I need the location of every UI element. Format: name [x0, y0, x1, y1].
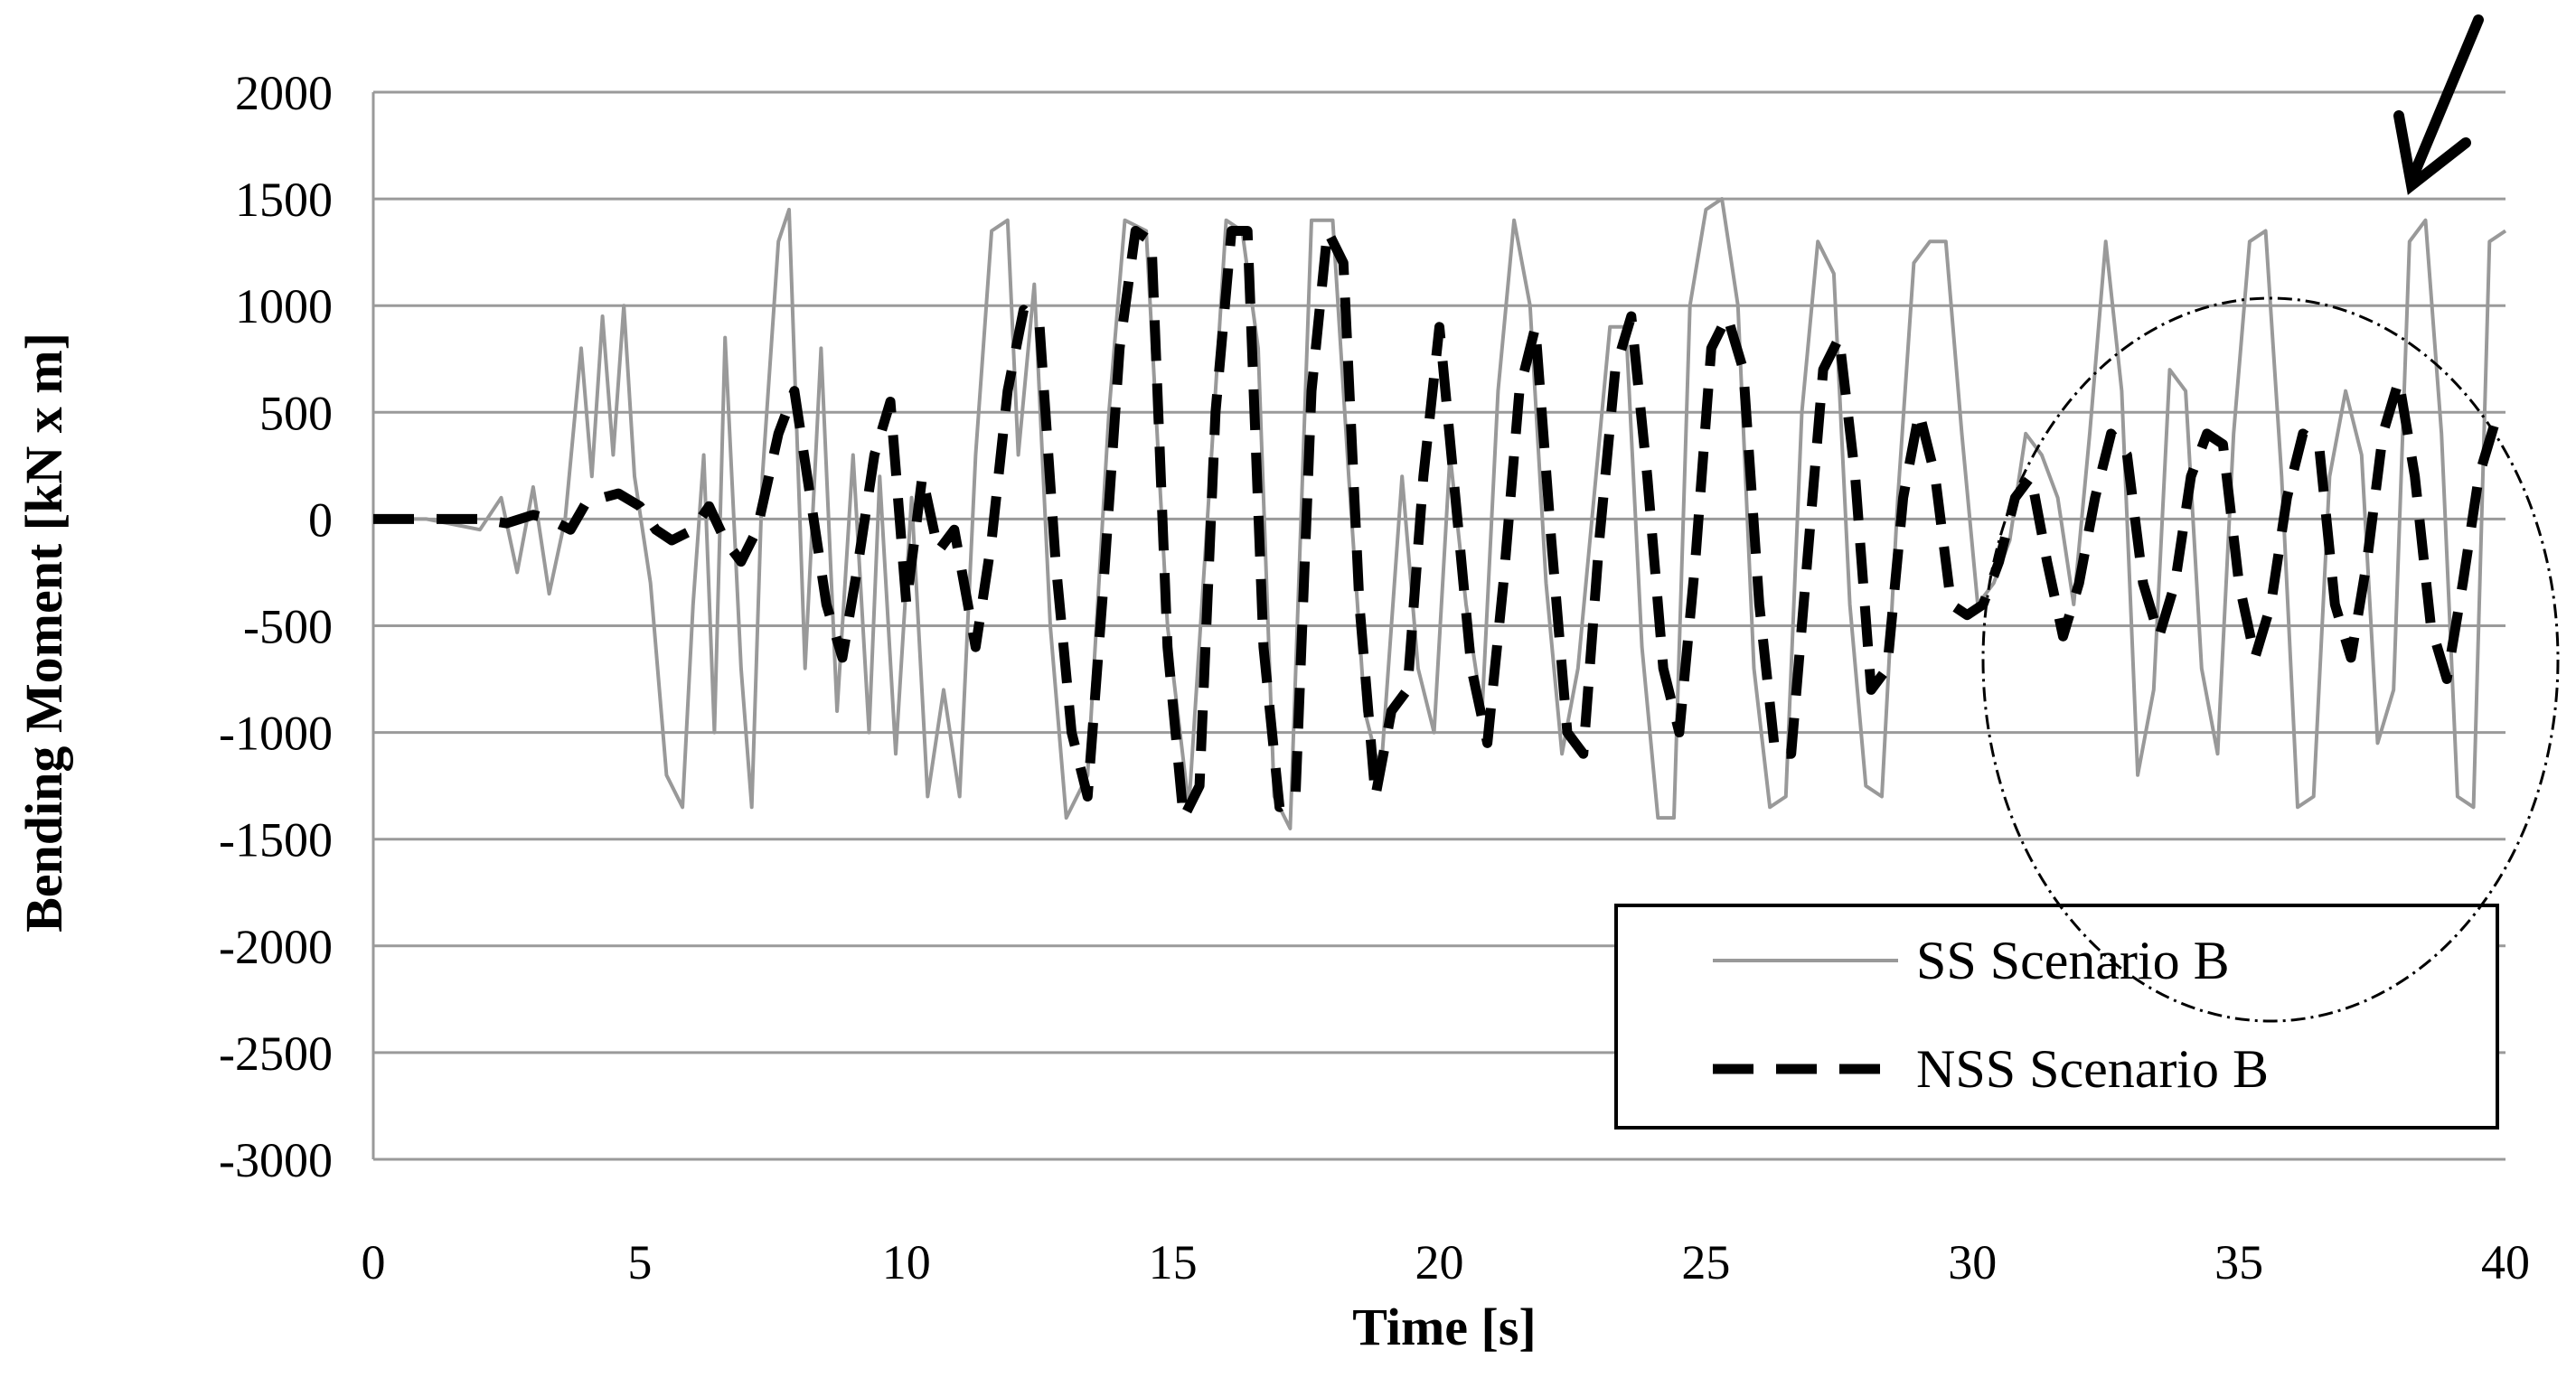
- legend-box: [1614, 904, 2499, 1130]
- y-tick-label: -1000: [219, 707, 333, 761]
- y-tick-label: 2000: [235, 66, 333, 120]
- series-group: [373, 197, 2509, 830]
- x-tick-label: 10: [882, 1235, 931, 1289]
- legend-label-ss: SS Scenario B: [1916, 931, 2230, 990]
- y-tick-label: -2500: [219, 1026, 333, 1081]
- highlight-ellipse: [1981, 296, 2560, 1023]
- series-line-ss: [373, 197, 2507, 830]
- x-axis-title: Time [s]: [1352, 1298, 1537, 1356]
- y-tick-labels: 2000 1500 1000 500 0 -500 -1000 -1500 -2000 -2500…: [219, 66, 333, 1187]
- x-tick-label: 15: [1149, 1235, 1198, 1289]
- y-tick-label: 500: [259, 386, 333, 440]
- y-tick-label: -2000: [219, 920, 333, 974]
- y-tick-label: 1000: [235, 279, 333, 333]
- series-line-nss: [373, 226, 2509, 823]
- arrow-head: [2393, 110, 2471, 195]
- y-tick-label: -1500: [219, 813, 333, 867]
- x-tick-label: 30: [1948, 1235, 1997, 1289]
- x-tick-label: 40: [2481, 1235, 2530, 1289]
- arrow-annotation: [2393, 14, 2484, 195]
- y-tick-label: -500: [243, 600, 333, 654]
- y-tick-label: 0: [308, 492, 333, 547]
- x-tick-label: 35: [2214, 1235, 2263, 1289]
- x-tick-label: 5: [627, 1235, 652, 1289]
- x-tick-labels: 0 5 10 15 20 25 30 35 40: [362, 1235, 2531, 1289]
- x-tick-label: 0: [362, 1235, 386, 1289]
- y-axis-title: Bending Moment [kN x m]: [14, 333, 73, 933]
- x-tick-label: 25: [1681, 1235, 1730, 1289]
- arrow-shaft: [2410, 14, 2484, 177]
- x-tick-label: 20: [1415, 1235, 1464, 1289]
- y-tick-label: -3000: [219, 1133, 333, 1187]
- legend: SS Scenario B NSS Scenario B: [1614, 904, 2499, 1130]
- y-tick-label: 1500: [235, 173, 333, 227]
- legend-label-nss: NSS Scenario B: [1916, 1039, 2269, 1099]
